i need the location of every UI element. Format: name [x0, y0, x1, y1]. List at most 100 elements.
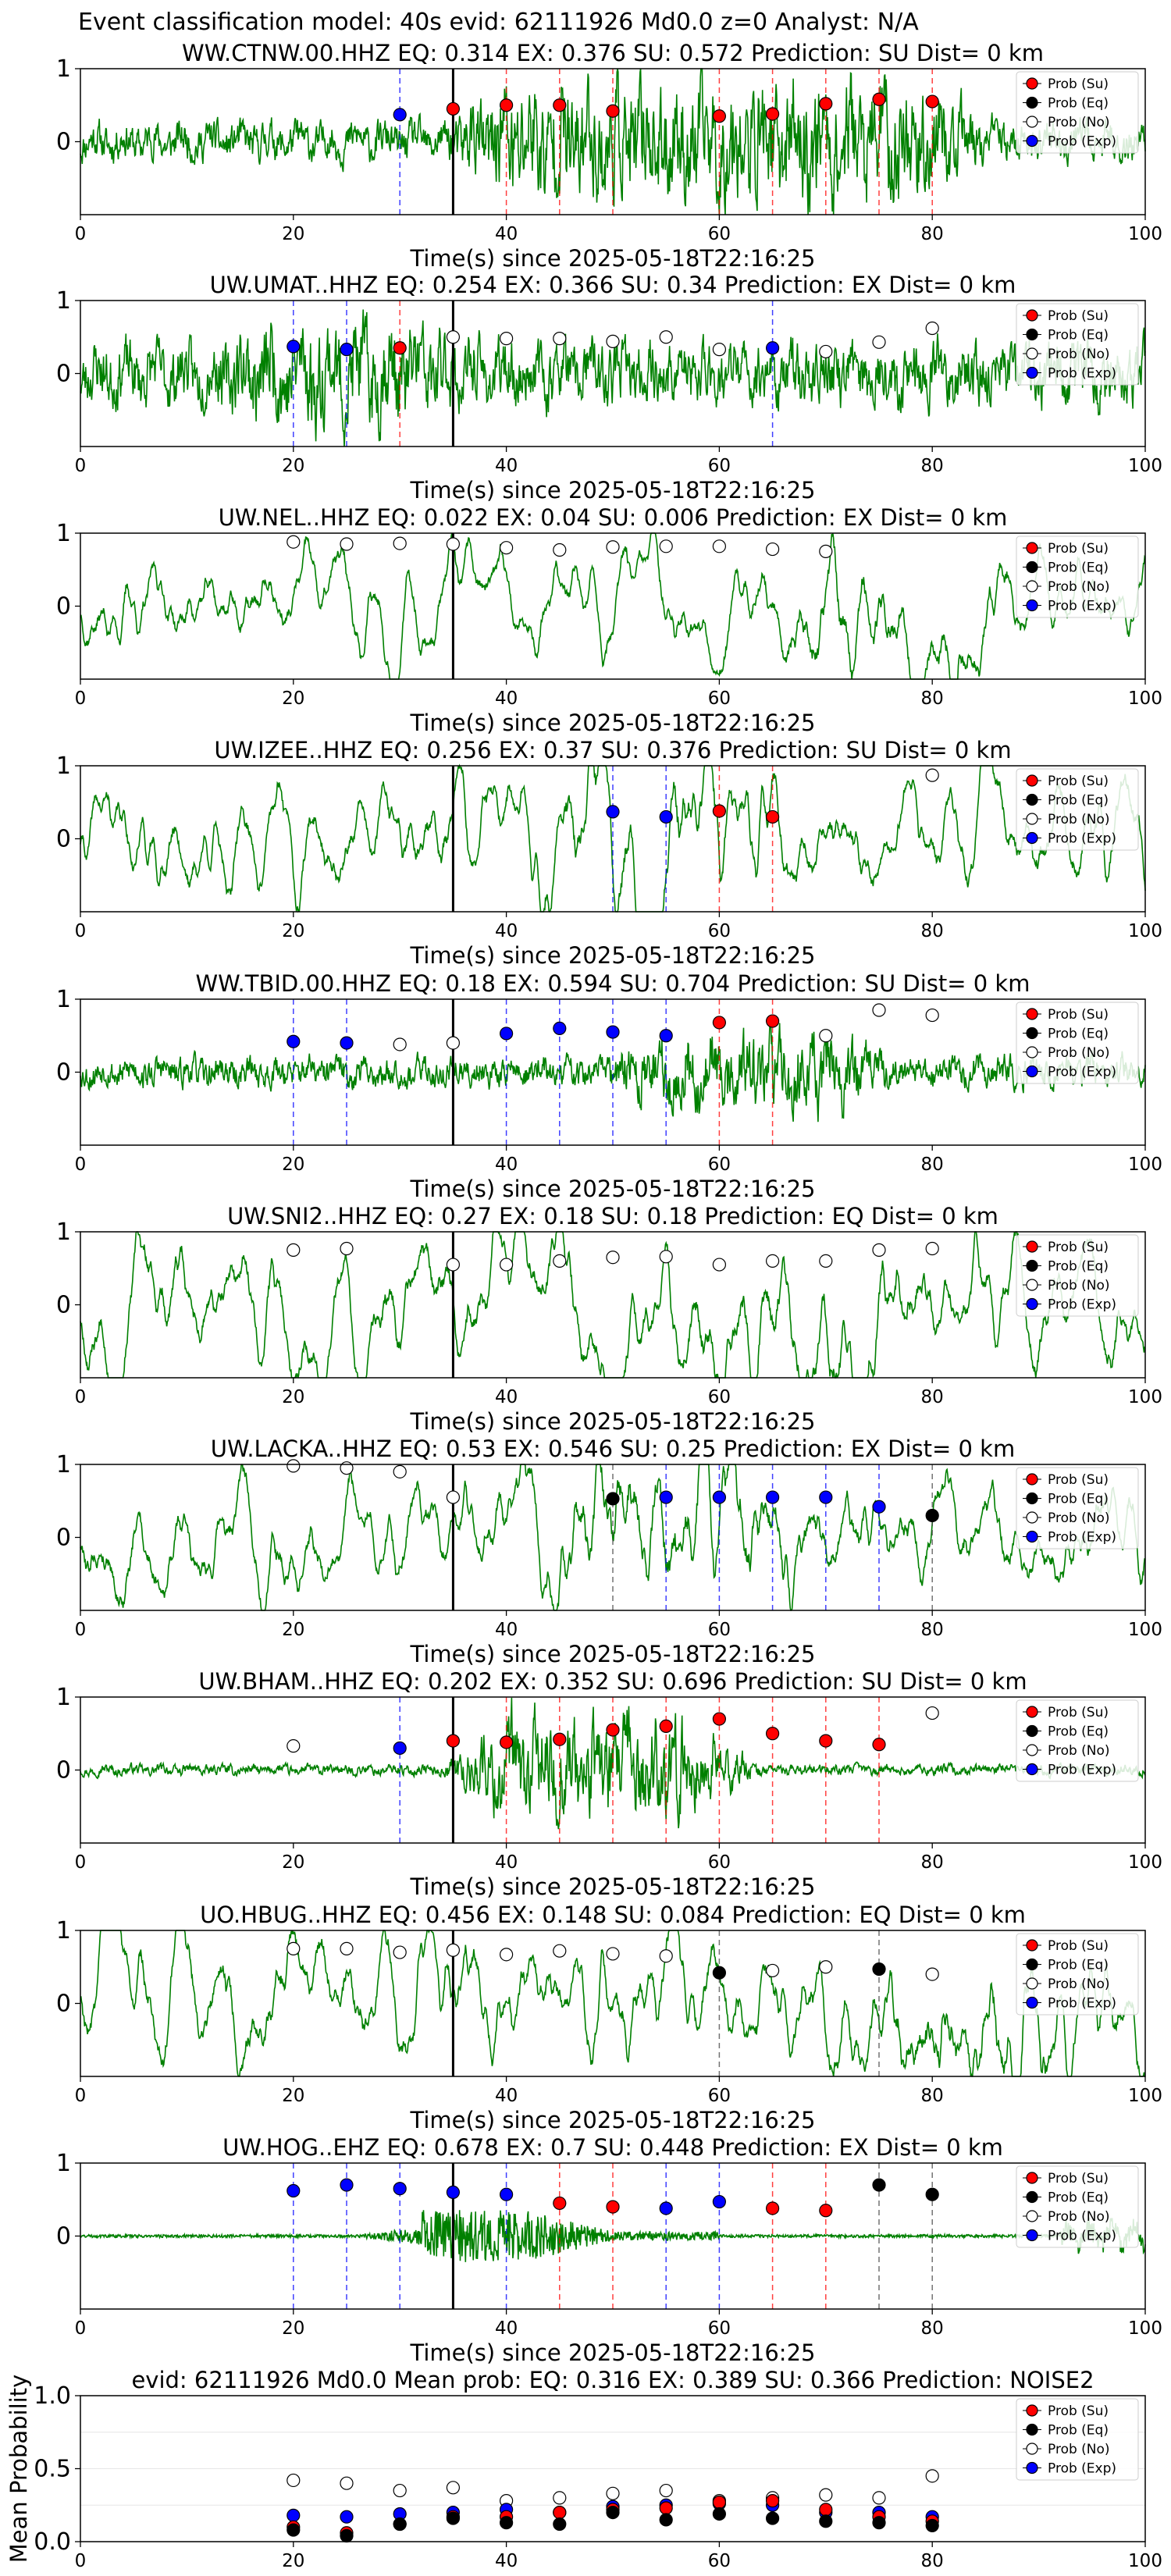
legend-label-eq: Prob (Eq) — [1048, 1259, 1109, 1275]
x-tick-label: 40 — [495, 2318, 518, 2339]
legend-marker-exp — [1026, 2461, 1038, 2475]
legend-label-su: Prob (Su) — [1048, 2171, 1109, 2186]
legend-label-eq: Prob (Eq) — [1048, 96, 1109, 112]
y-tick-label: 1 — [56, 2150, 71, 2177]
x-tick-label: 60 — [708, 2318, 731, 2339]
legend-label-eq: Prob (Eq) — [1048, 328, 1109, 343]
mean-point-eq — [393, 2517, 407, 2532]
prob-point-no — [553, 1254, 567, 1268]
legend-label-no: Prob (No) — [1048, 2442, 1110, 2457]
prob-point-no — [925, 1706, 939, 1720]
legend-label-exp: Prob (Exp) — [1048, 366, 1116, 382]
x-tick-label: 60 — [708, 224, 731, 244]
prob-point-no — [446, 1258, 461, 1272]
y-tick-label: 1 — [56, 1684, 71, 1711]
legend-marker-no — [1026, 813, 1038, 825]
y-tick-label: 0 — [56, 1292, 71, 1319]
panel-title: UW.IZEE..HHZ EQ: 0.256 EX: 0.37 SU: 0.37… — [214, 737, 1011, 763]
legend-marker-no — [1026, 1744, 1038, 1756]
legend-label-exp: Prob (Exp) — [1048, 1065, 1116, 1080]
x-tick-label: 20 — [282, 688, 304, 709]
legend-label-no: Prob (No) — [1048, 579, 1110, 595]
x-axis-label: Time(s) since 2025-05-18T22:16:25 — [410, 2107, 816, 2133]
y-tick-label: 1 — [56, 1451, 71, 1478]
legend-label-eq: Prob (Eq) — [1048, 1724, 1109, 1740]
legend-label-eq: Prob (Eq) — [1048, 2423, 1109, 2439]
x-tick-label: 0 — [75, 921, 87, 941]
x-axis-label: Time(s) since 2025-05-18T22:16:25 — [410, 245, 816, 272]
legend-marker-su — [1026, 542, 1038, 554]
x-tick-label: 20 — [282, 1852, 304, 1873]
legend-marker-exp — [1026, 1996, 1038, 2009]
legend-label-no: Prob (No) — [1048, 1045, 1110, 1061]
panel-sni2: UW.SNI2..HHZ EQ: 0.27 EX: 0.18 SU: 0.18 … — [56, 1203, 1162, 1435]
legend-box — [1016, 1933, 1139, 2016]
legend-box — [1016, 2398, 1139, 2481]
y-tick-label: 0 — [56, 1757, 71, 1784]
x-tick-label: 0 — [75, 456, 87, 476]
x-tick-label: 0 — [75, 2086, 87, 2106]
x-axis-label: Time(s) since 2025-05-18T22:16:25 — [410, 1873, 816, 1900]
x-tick-label: 20 — [282, 2318, 304, 2339]
x-tick-label: 100 — [1128, 1852, 1162, 1873]
y-tick-label: 0 — [56, 1991, 71, 2018]
prob-point-exp — [287, 340, 301, 354]
panel-bham: UW.BHAM..HHZ EQ: 0.202 EX: 0.352 SU: 0.6… — [56, 1668, 1162, 1900]
panel-title: UW.UMAT..HHZ EQ: 0.254 EX: 0.366 SU: 0.3… — [210, 272, 1016, 298]
prob-point-no — [340, 1241, 354, 1256]
mean-point-no — [553, 2491, 567, 2505]
mean-point-eq — [446, 2511, 461, 2525]
legend-marker-eq — [1026, 96, 1038, 109]
legend-marker-no — [1026, 2210, 1038, 2222]
x-tick-label: 20 — [282, 456, 304, 476]
prob-point-no — [393, 1037, 407, 1051]
prob-point-su — [819, 1734, 833, 1748]
waveform-trace — [80, 1930, 1145, 2077]
x-tick-label: 0 — [75, 224, 87, 244]
x-tick-label: 80 — [921, 1620, 944, 1640]
legend-marker-eq — [1026, 1259, 1038, 1272]
prob-point-no — [819, 344, 833, 359]
x-tick-label: 80 — [921, 921, 944, 941]
prob-point-no — [340, 537, 354, 551]
x-tick-label: 40 — [495, 224, 518, 244]
prob-point-no — [553, 1944, 567, 1958]
legend-label-exp: Prob (Exp) — [1048, 2229, 1116, 2244]
legend-marker-exp — [1026, 366, 1038, 379]
mean-point-no — [340, 2476, 354, 2490]
x-axis-label: Time(s) since 2025-05-18T22:16:25 — [410, 710, 816, 736]
prob-point-exp — [659, 1029, 673, 1043]
prob-point-su — [553, 2196, 567, 2211]
prob-point-exp — [659, 809, 673, 824]
prob-point-no — [446, 1943, 461, 1957]
prob-point-no — [606, 1251, 620, 1265]
legend-marker-su — [1026, 309, 1038, 322]
x-tick-label: 20 — [282, 224, 304, 244]
prob-point-exp — [712, 2194, 727, 2209]
y-tick-label: 1 — [56, 1917, 71, 1944]
x-axis-label: Time(s) since 2025-05-18T22:16:25 — [410, 477, 816, 503]
legend-marker-su — [1026, 1473, 1038, 1485]
x-tick-label: 0 — [75, 1852, 87, 1873]
prob-point-exp — [553, 1021, 567, 1036]
legend-marker-su — [1026, 77, 1038, 90]
legend-label-exp: Prob (Exp) — [1048, 1530, 1116, 1546]
legend-box — [1016, 768, 1139, 851]
panel-izee: UW.IZEE..HHZ EQ: 0.256 EX: 0.37 SU: 0.37… — [56, 737, 1162, 969]
mean-point-no — [287, 2473, 301, 2488]
prob-point-exp — [712, 1490, 727, 1504]
mean-point-exp — [287, 2508, 301, 2522]
panel-title: evid: 62111926 Md0.0 Mean prob: EQ: 0.31… — [131, 2367, 1094, 2393]
x-tick-label: 40 — [495, 2551, 518, 2571]
prob-point-eq — [872, 1962, 886, 1976]
y-tick-label: 0 — [56, 1059, 71, 1087]
mean-point-no — [606, 2486, 620, 2500]
prob-point-exp — [393, 1741, 407, 1756]
x-tick-label: 0 — [75, 1387, 87, 1407]
prob-point-su — [553, 1732, 567, 1746]
panel-title: UW.HOG..EHZ EQ: 0.678 EX: 0.7 SU: 0.448 … — [222, 2134, 1003, 2161]
legend-label-exp: Prob (Exp) — [1048, 2461, 1116, 2477]
prob-point-exp — [340, 1036, 354, 1050]
x-tick-label: 80 — [921, 456, 944, 476]
